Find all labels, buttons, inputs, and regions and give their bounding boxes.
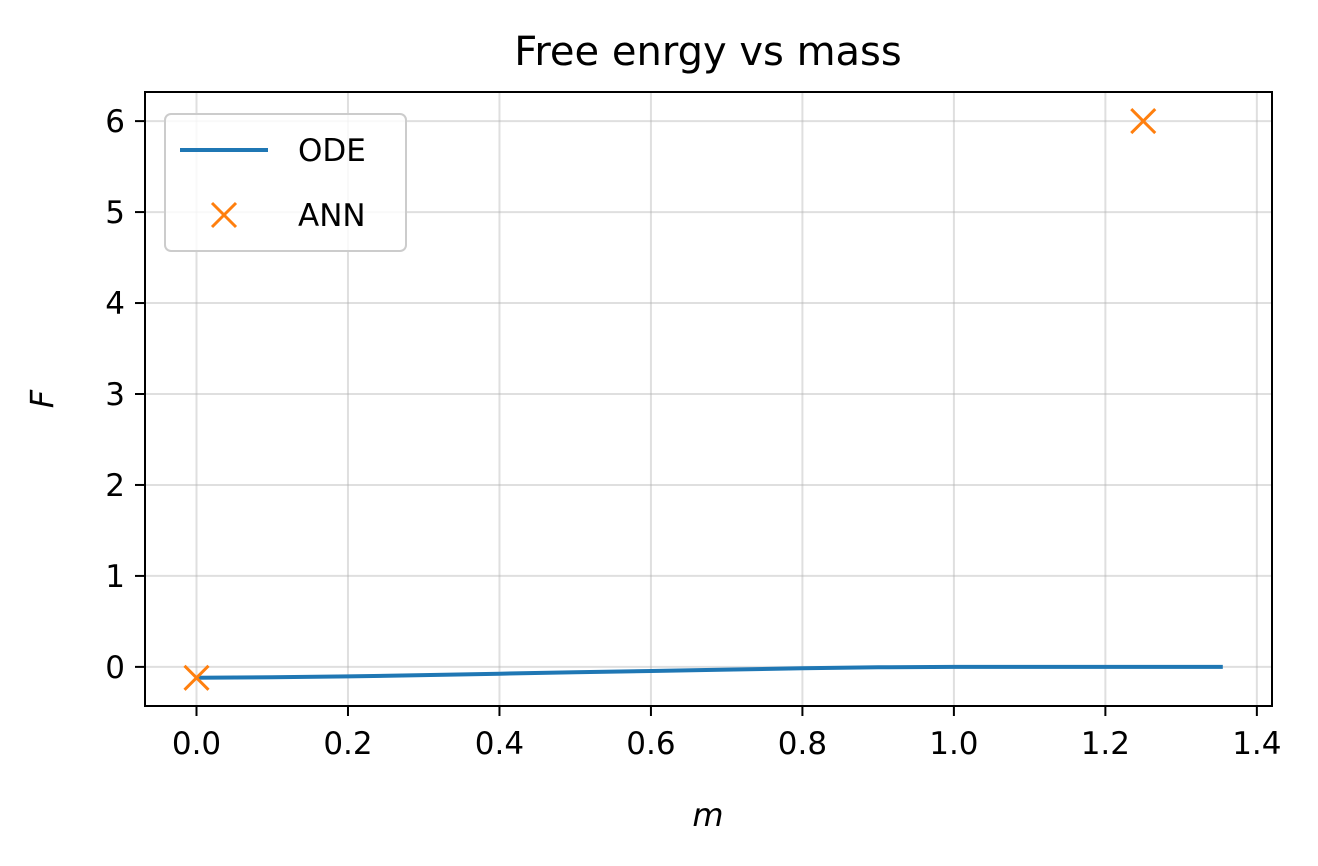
x-tick-label: 0.2 (323, 726, 372, 762)
x-tick-label: 0.8 (778, 726, 827, 762)
legend-ode-label: ODE (298, 133, 366, 169)
legend: ODE ANN (164, 113, 407, 252)
legend-ann-swatch (210, 201, 238, 229)
data-point-ann (183, 664, 210, 691)
chart-title: Free enrgy vs mass (514, 29, 901, 75)
axes-frame (144, 91, 1273, 707)
y-tick-label: 6 (105, 104, 125, 140)
y-tick-label: 2 (105, 468, 125, 504)
grid (145, 92, 1272, 706)
x-tick-label: 1.2 (1081, 726, 1130, 762)
y-tick-label: 0 (105, 650, 125, 686)
ticks: 0.0 0.2 0.4 0.6 0.8 1.0 1.2 1.4 0 1 2 3 4 5 6 (105, 104, 1281, 762)
x-tick-label: 0.6 (626, 726, 675, 762)
y-tick-label: 5 (105, 195, 125, 231)
legend-box (164, 113, 407, 252)
y-tick-label: 3 (105, 377, 125, 413)
y-tick-label: 4 (105, 286, 125, 322)
x-axis-label: m (692, 796, 723, 834)
x-tick-label: 1.0 (929, 726, 978, 762)
series-line-ode (196, 664, 1223, 680)
x-tick-label: 0.4 (475, 726, 524, 762)
data-point-ann (1130, 108, 1157, 135)
y-axis-label: F (23, 389, 61, 408)
legend-ann-label: ANN (298, 198, 366, 234)
plot-area (183, 108, 1223, 691)
y-tick-label: 1 (105, 559, 125, 595)
x-tick-label: 1.4 (1232, 726, 1281, 762)
x-tick-label: 0.0 (172, 726, 221, 762)
